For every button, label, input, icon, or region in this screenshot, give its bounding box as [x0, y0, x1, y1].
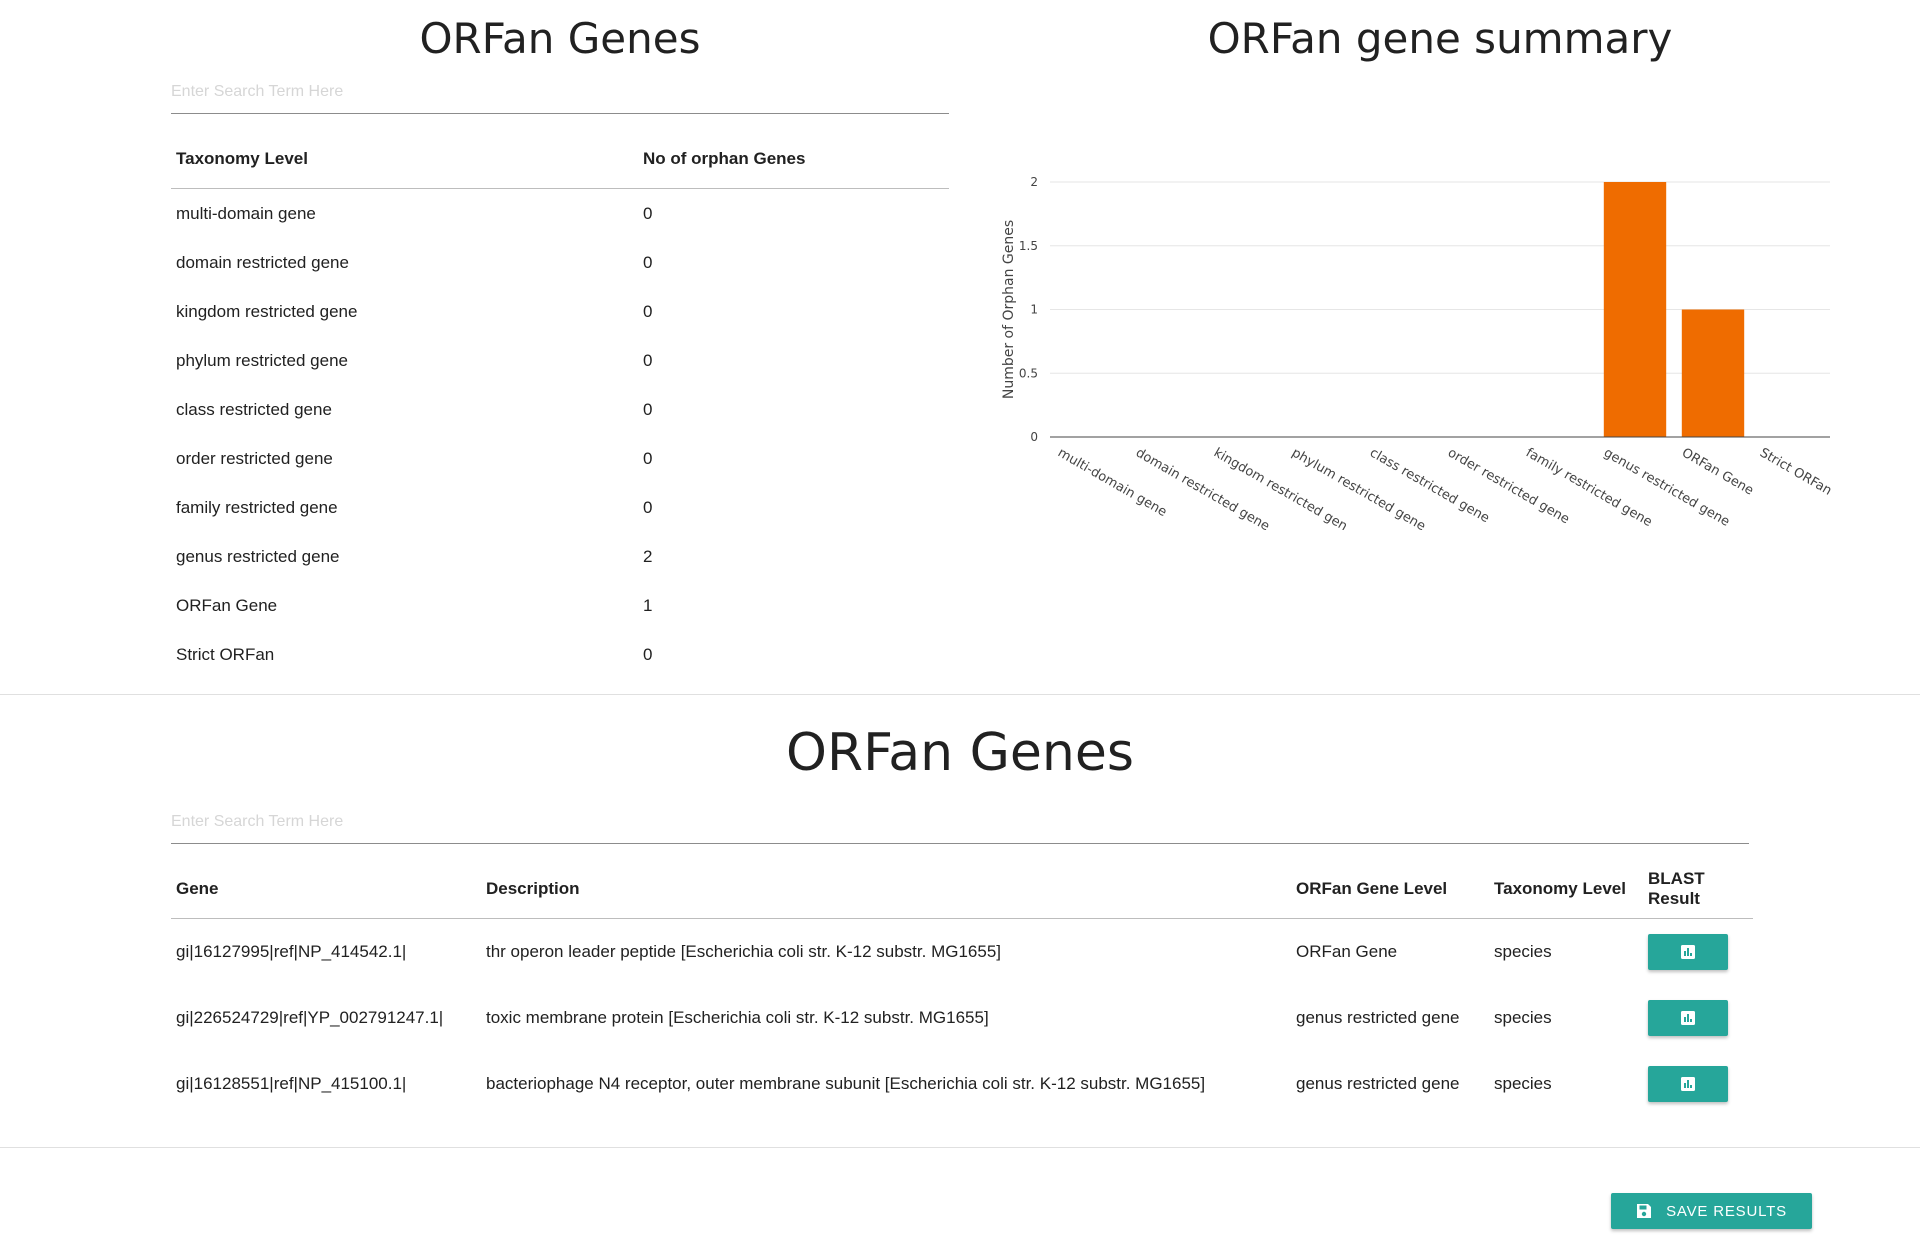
- blast-result-button[interactable]: [1648, 1066, 1728, 1102]
- x-tick-label: Strict ORFan: [1757, 445, 1834, 498]
- y-tick-label: 0.5: [1019, 366, 1038, 380]
- orphan-count-cell: 0: [643, 301, 653, 321]
- y-tick-label: 1.5: [1019, 239, 1038, 253]
- bar-chart-icon: [1681, 1077, 1695, 1091]
- bar-chart-icon: [1681, 1011, 1695, 1025]
- column-header-orphan-count[interactable]: No of orphan Genes: [638, 130, 949, 189]
- genes-table-header: Gene Description ORFan Gene Level Taxono…: [171, 860, 1753, 919]
- table-row: kingdom restricted gene 0: [171, 287, 949, 336]
- table-row: order restricted gene 0: [171, 434, 949, 483]
- description-cell: thr operon leader peptide [Escherichia c…: [486, 942, 1001, 961]
- taxonomy-level-cell: species: [1494, 1008, 1552, 1027]
- x-tick-label: domain restricted gene: [1133, 445, 1272, 530]
- column-header-taxonomy-level[interactable]: Taxonomy Level: [171, 130, 638, 189]
- taxonomy-level-cell: Strict ORFan: [176, 644, 275, 664]
- table-row: ORFan Gene 1: [171, 581, 949, 630]
- y-tick-label: 1: [1030, 303, 1038, 317]
- table-row: domain restricted gene 0: [171, 238, 949, 287]
- table-row: Strict ORFan 0: [171, 630, 949, 679]
- x-tick-label: family restricted gene: [1523, 445, 1655, 530]
- table-row: genus restricted gene 2: [171, 532, 949, 581]
- taxonomy-level-cell: species: [1494, 1074, 1552, 1093]
- orphan-count-cell: 0: [643, 203, 653, 223]
- taxonomy-level-cell: genus restricted gene: [176, 546, 340, 566]
- y-tick-label: 0: [1030, 430, 1038, 444]
- column-header-description[interactable]: Description: [481, 860, 1291, 919]
- column-header-orfan-gene-level[interactable]: ORFan Gene Level: [1291, 860, 1489, 919]
- section-divider: [0, 1147, 1920, 1148]
- taxonomy-table-header: Taxonomy Level No of orphan Genes: [171, 130, 949, 189]
- taxonomy-level-cell: multi-domain gene: [176, 203, 316, 223]
- taxonomy-level-cell: order restricted gene: [176, 448, 333, 468]
- orphan-count-cell: 0: [643, 252, 653, 272]
- y-axis-label: Number of Orphan Genes: [1001, 220, 1017, 399]
- taxonomy-level-cell: phylum restricted gene: [176, 350, 348, 370]
- x-tick-label: kingdom restricted gen: [1211, 445, 1350, 530]
- blast-result-cell: [1643, 1051, 1753, 1117]
- taxonomy-level-cell: ORFan Gene: [176, 595, 278, 615]
- table-row: gi|226524729|ref|YP_002791247.1| toxic m…: [171, 985, 1753, 1051]
- description-cell: bacteriophage N4 receptor, outer membran…: [486, 1074, 1206, 1093]
- orphan-count-cell: 0: [643, 448, 653, 468]
- taxonomy-level-cell: class restricted gene: [176, 399, 332, 419]
- orphan-count-cell: 0: [643, 350, 653, 370]
- blast-result-button[interactable]: [1648, 1000, 1728, 1036]
- orphan-count-cell: 0: [643, 497, 653, 517]
- bar-chart-icon: [1681, 945, 1695, 959]
- x-tick-label: genus restricted gene: [1601, 445, 1732, 529]
- save-icon: [1637, 1204, 1652, 1218]
- taxonomy-level-cell: kingdom restricted gene: [176, 301, 358, 321]
- table-row: multi-domain gene 0: [171, 189, 949, 239]
- column-header-taxonomy-level[interactable]: Taxonomy Level: [1489, 860, 1643, 919]
- orfan-level-cell: genus restricted gene: [1296, 1008, 1460, 1027]
- blast-result-button[interactable]: [1648, 934, 1728, 970]
- save-results-label: SAVE RESULTS: [1666, 1202, 1787, 1220]
- orfan-level-cell: ORFan Gene: [1296, 942, 1398, 961]
- taxonomy-level-cell: domain restricted gene: [176, 252, 349, 272]
- save-results-button[interactable]: SAVE RESULTS: [1611, 1193, 1812, 1229]
- bar[interactable]: [1603, 182, 1667, 437]
- taxonomy-search-input[interactable]: [171, 82, 949, 114]
- gene-id-cell: gi|226524729|ref|YP_002791247.1|: [176, 1008, 444, 1027]
- bar[interactable]: [1681, 309, 1745, 438]
- taxonomy-level-cell: family restricted gene: [176, 497, 338, 517]
- orfan-level-cell: genus restricted gene: [1296, 1074, 1460, 1093]
- gene-id-cell: gi|16128551|ref|NP_415100.1|: [176, 1074, 407, 1093]
- table-row: gi|16128551|ref|NP_415100.1| bacteriopha…: [171, 1051, 1753, 1117]
- table-row: gi|16127995|ref|NP_414542.1| thr operon …: [171, 919, 1753, 986]
- taxonomy-level-cell: species: [1494, 942, 1552, 961]
- genes-search-input[interactable]: [171, 812, 1749, 844]
- orphan-count-cell: 2: [643, 546, 653, 566]
- orphan-count-cell: 0: [643, 399, 653, 419]
- x-tick-label: ORFan Gene: [1679, 445, 1756, 498]
- table-row: family restricted gene 0: [171, 483, 949, 532]
- taxonomy-title: ORFan Genes: [419, 14, 701, 63]
- x-tick-label: phylum restricted gene: [1289, 445, 1428, 530]
- table-row: phylum restricted gene 0: [171, 336, 949, 385]
- summary-chart-title: ORFan gene summary: [1207, 14, 1673, 63]
- blast-result-cell: [1643, 919, 1753, 986]
- genes-title: ORFan Genes: [786, 723, 1134, 783]
- gene-id-cell: gi|16127995|ref|NP_414542.1|: [176, 942, 407, 961]
- section-divider: [0, 694, 1920, 695]
- orphan-count-cell: 0: [643, 644, 653, 664]
- blast-result-cell: [1643, 985, 1753, 1051]
- description-cell: toxic membrane protein [Escherichia coli…: [486, 1008, 989, 1027]
- taxonomy-table: Taxonomy Level No of orphan Genes multi-…: [171, 130, 949, 679]
- column-header-blast-result[interactable]: BLAST Result: [1643, 860, 1753, 919]
- orphan-count-cell: 1: [643, 595, 653, 615]
- table-row: class restricted gene 0: [171, 385, 949, 434]
- column-header-gene[interactable]: Gene: [171, 860, 481, 919]
- genes-table: Gene Description ORFan Gene Level Taxono…: [171, 860, 1753, 1117]
- y-tick-label: 2: [1030, 175, 1038, 189]
